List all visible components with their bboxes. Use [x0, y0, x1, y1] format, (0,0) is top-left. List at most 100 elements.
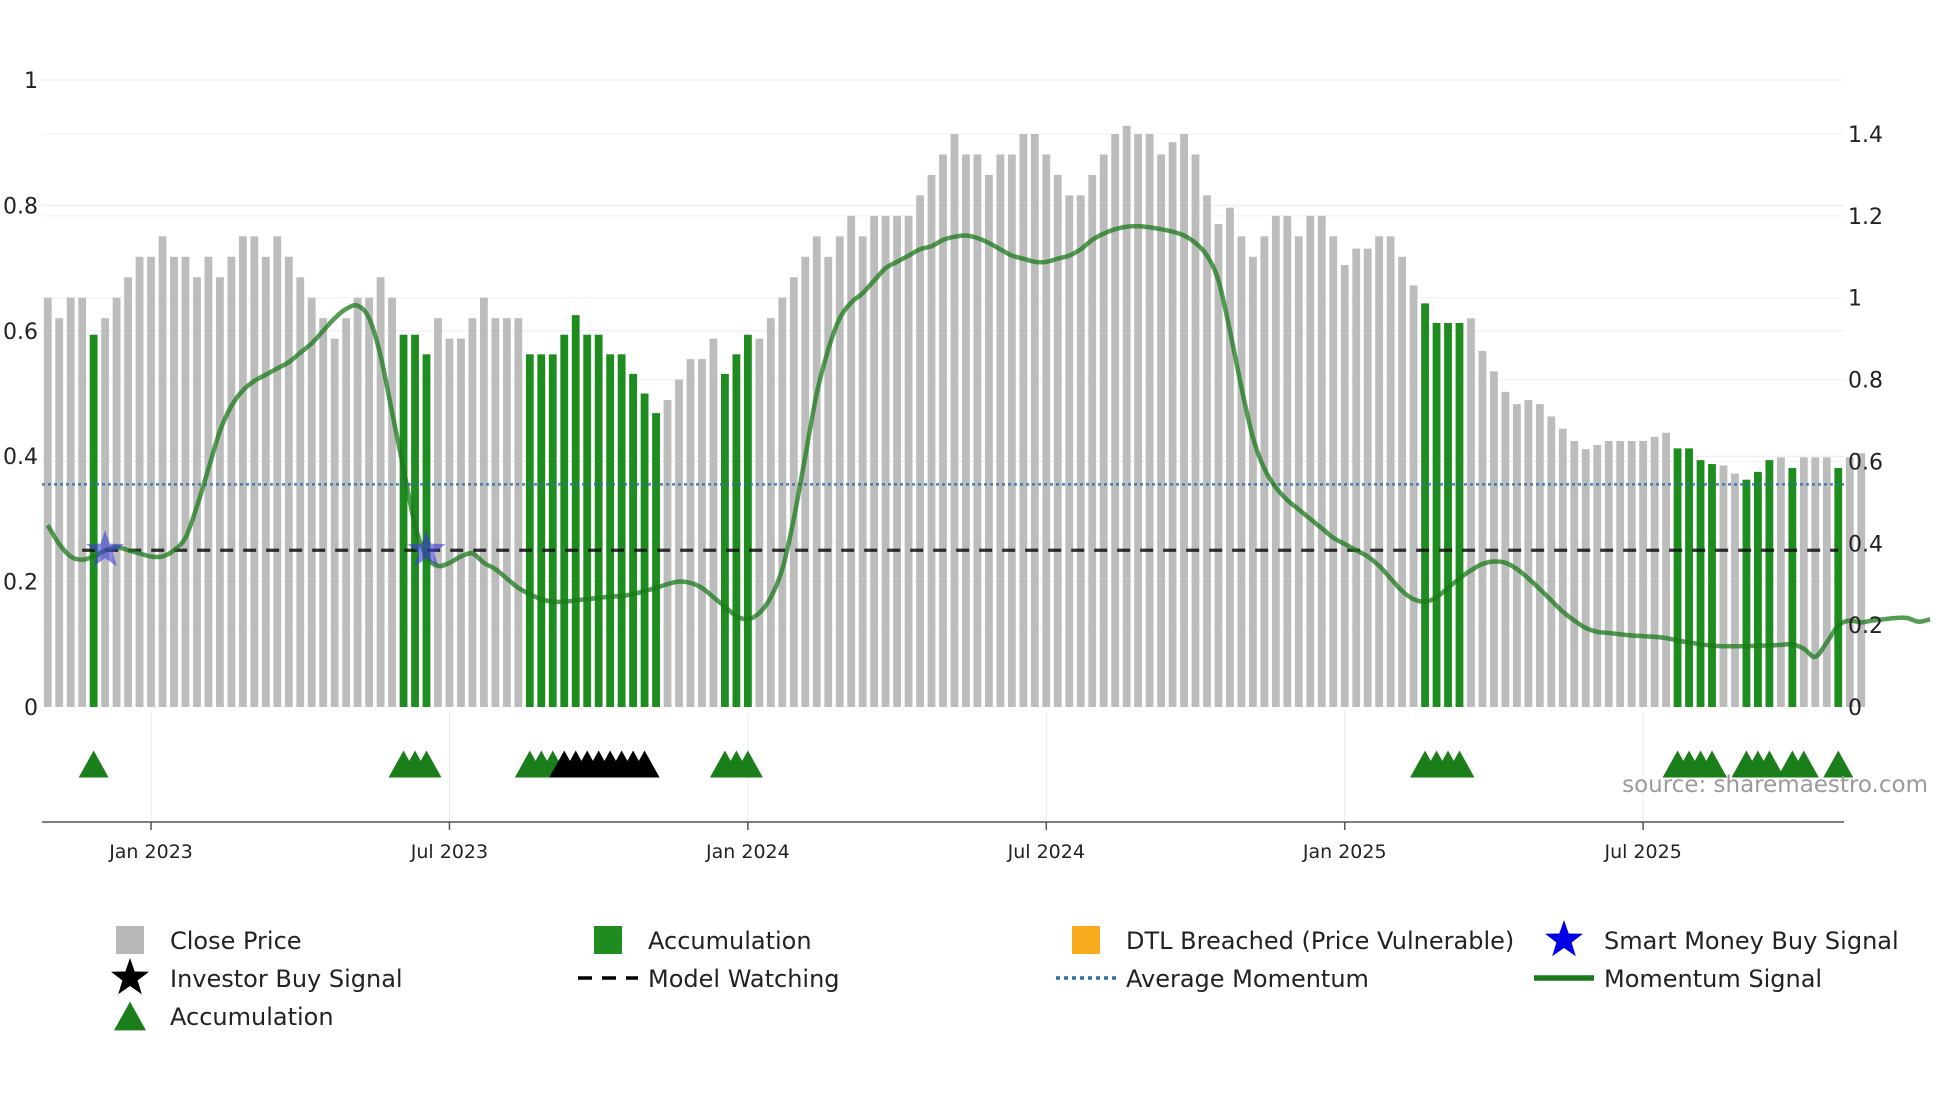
- accumulation-bar: [560, 334, 569, 707]
- accumulation-bar: [399, 334, 408, 707]
- close-price-bar: [296, 277, 305, 707]
- close-price-bar: [1857, 453, 1866, 707]
- accumulation-bar: [571, 315, 580, 707]
- accumulation-triangle: [78, 750, 109, 778]
- close-price-bar: [1375, 236, 1384, 708]
- accumulation-bar: [617, 354, 626, 707]
- close-price-bar: [1845, 457, 1854, 707]
- close-price-bar: [1053, 174, 1062, 707]
- close-price-bar: [1731, 473, 1739, 707]
- accumulation-triangle: [1444, 750, 1475, 778]
- close-price-bar: [1799, 457, 1808, 707]
- accumulation-bar: [1788, 467, 1797, 707]
- close-price-bar: [686, 359, 695, 707]
- close-price-bar: [1398, 256, 1407, 707]
- close-price-bar: [973, 154, 982, 707]
- source-label: source: sharemaestro.com: [1622, 772, 1928, 798]
- accumulation-bar: [548, 354, 557, 707]
- close-price-bar: [101, 318, 110, 707]
- right-y-tick-label: 0: [1848, 696, 1862, 721]
- close-price-bar: [376, 277, 385, 707]
- right-y-tick-label: 1.2: [1848, 205, 1883, 230]
- close-price-bar: [1099, 154, 1108, 707]
- accumulation-bar: [583, 334, 592, 707]
- close-price-bar: [1467, 318, 1475, 707]
- legend-item-close_price: Close Price: [116, 926, 302, 955]
- close-price-bar: [778, 297, 787, 707]
- legend-item-smart_money: Smart Money Buy Signal: [1545, 920, 1899, 957]
- close-price-bar: [824, 256, 833, 707]
- close-price-bar: [1007, 154, 1016, 707]
- close-price-bar: [112, 297, 121, 707]
- close-price-bar: [1168, 142, 1177, 707]
- accumulation-bar: [1765, 460, 1774, 707]
- axes: Jan 2023 Jul 2023 Jan 2024 Jul 2024 Jan 2025…: [3, 69, 1883, 863]
- close-price-bar: [1822, 457, 1831, 707]
- right-y-tick-label: 0.4: [1848, 532, 1883, 557]
- left-y-tick-label: 0: [24, 696, 38, 721]
- close-price-bar: [1065, 195, 1074, 707]
- accumulation-bar: [594, 334, 603, 707]
- close-price-bar: [491, 318, 500, 707]
- green-square-icon: [594, 926, 622, 954]
- close-price-bar: [1512, 404, 1521, 707]
- x-tick-label: Jul 2024: [1007, 841, 1085, 863]
- close-price-bar: [939, 154, 947, 707]
- close-price-bar: [1111, 134, 1120, 707]
- close-price-bar: [1363, 248, 1372, 707]
- close-price-bar: [445, 338, 454, 707]
- close-price-bars: [43, 125, 1866, 708]
- signal-markers: [78, 530, 1854, 778]
- accumulation-triangle: [1823, 750, 1854, 778]
- accumulation-bar: [1708, 464, 1716, 707]
- close-price-bar: [1604, 440, 1613, 707]
- legend-label: Smart Money Buy Signal: [1604, 927, 1899, 955]
- close-price-bar: [170, 256, 178, 707]
- close-price-bar: [1283, 215, 1292, 707]
- close-price-bar: [502, 318, 511, 707]
- close-price-bar: [284, 256, 293, 707]
- legend-item-investor: Investor Buy Signal: [111, 958, 403, 995]
- close-price-bar: [227, 256, 236, 707]
- accumulation-bar: [732, 354, 741, 707]
- close-price-bar: [1329, 236, 1338, 708]
- legend-label: Average Momentum: [1126, 965, 1369, 993]
- legend-item-model_watching: Model Watching: [578, 965, 840, 993]
- close-price-bar: [801, 256, 810, 707]
- close-price-bar: [1203, 195, 1211, 707]
- close-price-bar: [904, 215, 913, 707]
- legend-label: Accumulation: [170, 1003, 334, 1031]
- right-y-tick-label: 0.2: [1848, 614, 1883, 639]
- close-price-bar: [238, 236, 247, 708]
- accumulation-triangle: [1697, 750, 1728, 778]
- accumulation-bar: [1685, 448, 1693, 707]
- legend-label: DTL Breached (Price Vulnerable): [1126, 927, 1514, 955]
- close-price-bar: [365, 297, 374, 707]
- left-y-tick-label: 0.6: [3, 320, 38, 345]
- close-price-bar: [1157, 154, 1165, 707]
- x-tick-label: Jan 2025: [1302, 841, 1387, 863]
- x-tick-label: Jan 2024: [705, 841, 790, 863]
- close-price-bar: [1294, 236, 1303, 708]
- accumulation-triangle: [1754, 750, 1785, 778]
- close-price-bar: [66, 297, 75, 707]
- close-price-bar: [1524, 400, 1533, 707]
- close-price-bar: [319, 318, 328, 707]
- close-price-bar: [1019, 134, 1028, 707]
- accumulation-bar: [1673, 448, 1682, 707]
- accumulation-bar: [1421, 303, 1429, 707]
- close-price-bar: [893, 215, 901, 707]
- close-price-bar: [55, 318, 64, 707]
- legend-label: Investor Buy Signal: [170, 965, 403, 993]
- close-price-bar: [78, 297, 87, 707]
- close-price-bar: [881, 215, 890, 707]
- accumulation-bar: [537, 354, 546, 707]
- close-price-bar: [1593, 445, 1602, 707]
- close-price-bar: [835, 236, 844, 708]
- close-price-bar: [1409, 285, 1418, 707]
- close-price-bar: [1030, 134, 1039, 707]
- close-price-bar: [468, 318, 477, 707]
- close-price-bar: [216, 277, 224, 707]
- left-y-tick-label: 0.2: [3, 571, 38, 596]
- accumulation-bar: [1444, 322, 1452, 707]
